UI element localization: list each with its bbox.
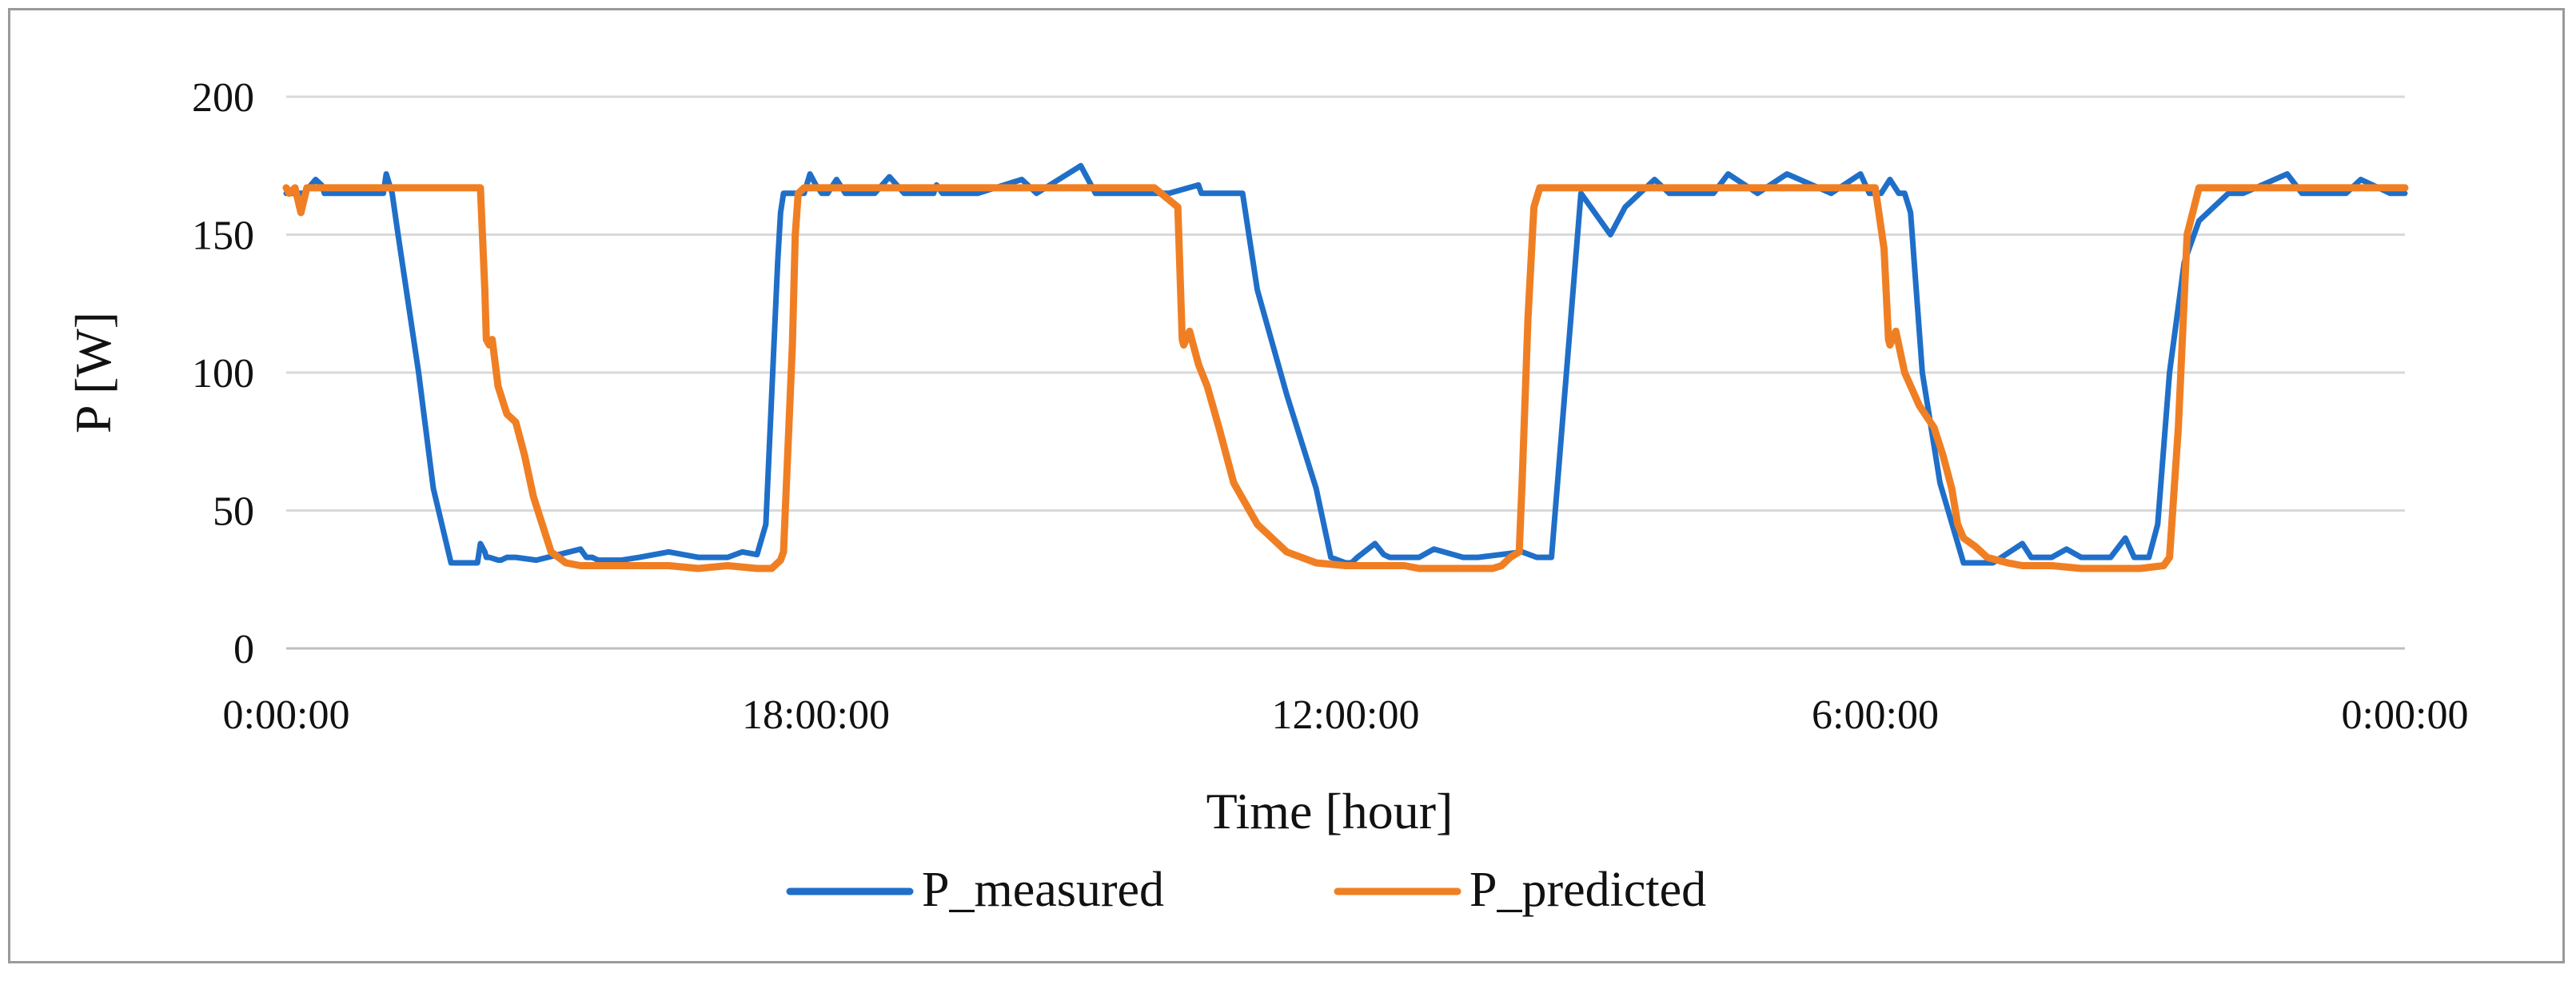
- legend-label: P_predicted: [1469, 863, 1706, 917]
- x-tick-label: 0:00:00: [2342, 692, 2469, 738]
- x-tick-label: 12:00:00: [1272, 692, 1420, 738]
- series-line-p-measured: [283, 162, 2408, 566]
- legend-label: P_measured: [922, 863, 1164, 917]
- y-axis-title: P [W]: [65, 312, 122, 433]
- axis-labels: 0 50 100 150 200 0:00:00 18:00:00 12:00:00 6:00:…: [65, 75, 2468, 839]
- chart-frame: 0 50 100 150 200 0:00:00 18:00:00 12:00:00 6:00:…: [8, 8, 2565, 963]
- y-tick-label: 100: [192, 351, 254, 397]
- x-tick-label: 0:00:00: [223, 692, 350, 738]
- series-lines: [282, 162, 2409, 572]
- legend: P_measured P_predicted: [786, 863, 1706, 917]
- x-tick-label: 18:00:00: [742, 692, 890, 738]
- y-tick-label: 0: [233, 627, 254, 672]
- y-tick-label: 50: [213, 489, 254, 535]
- y-tick-label: 200: [192, 75, 254, 121]
- x-axis-title: Time [hour]: [1206, 783, 1453, 839]
- y-tick-label: 150: [192, 213, 254, 259]
- series-line-p-predicted: [282, 184, 2409, 572]
- chart-canvas: 0 50 100 150 200 0:00:00 18:00:00 12:00:00 6:00:…: [65, 75, 2468, 917]
- x-tick-label: 6:00:00: [1812, 692, 1939, 738]
